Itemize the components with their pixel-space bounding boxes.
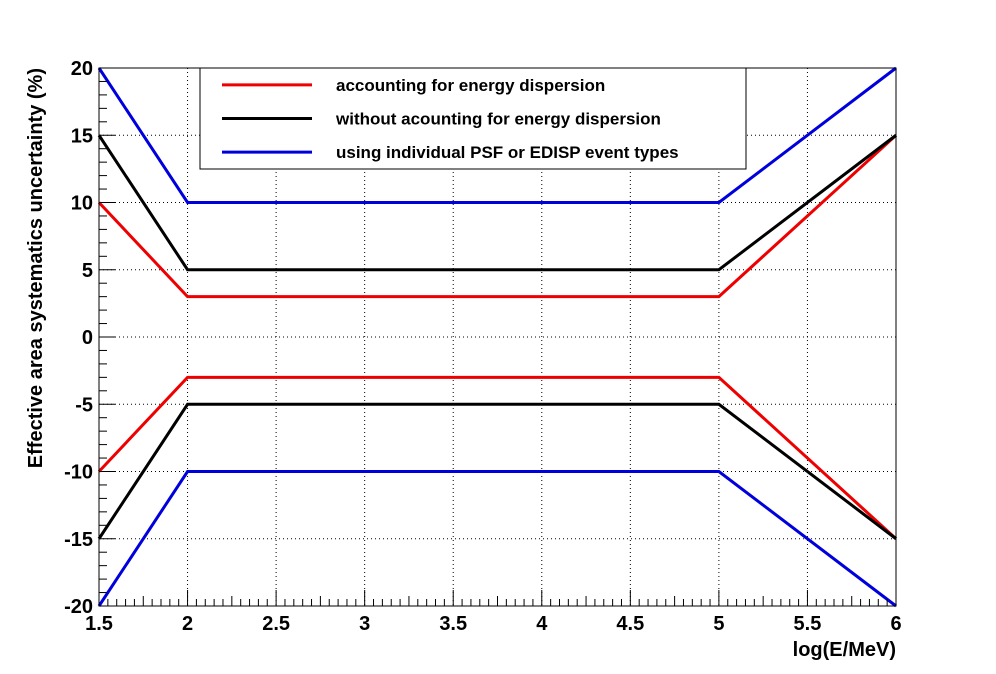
y-tick-label: 20 [71, 58, 93, 80]
x-tick-label: 5.5 [794, 613, 822, 635]
legend: accounting for energy dispersion without … [199, 67, 747, 170]
legend-label: without acounting for energy dispersion [335, 110, 661, 129]
y-tick-label: 5 [82, 260, 93, 282]
x-tick-label: 2.5 [262, 613, 290, 635]
series-line-upper [97, 66, 897, 204]
x-tick-label: 4.5 [616, 613, 644, 635]
series-line-upper [97, 134, 898, 299]
x-tick-label: 3.5 [439, 613, 467, 635]
x-axis-title: log(E/MeV) [793, 639, 896, 661]
y-tick-label: 0 [82, 327, 93, 349]
y-tick-labels: -20 -15 -10 -5 0 5 10 15 20 [64, 58, 93, 618]
x-tick-label: 4 [536, 613, 548, 635]
y-tick-label: -20 [64, 596, 93, 618]
axis-ticks [98, 67, 897, 607]
legend-label: accounting for energy dispersion [336, 76, 605, 95]
y-tick-label: -10 [64, 462, 93, 484]
legend-label: using individual PSF or EDISP event type… [336, 143, 679, 162]
y-axis-title: Effective area systematics uncertainty (… [25, 68, 47, 468]
x-tick-label: 2 [182, 613, 193, 635]
series-lines [97, 66, 898, 608]
x-tick-labels: 1.5 2 2.5 3 3.5 4 4.5 5 5.5 6 [85, 613, 901, 635]
x-tick-label: 1.5 [85, 613, 113, 635]
series-line-lower [97, 375, 898, 540]
series-line-lower [97, 402, 897, 540]
series-line-lower [97, 470, 897, 608]
series-line-upper [97, 134, 897, 272]
x-tick-label: 6 [890, 613, 901, 635]
x-tick-label: 5 [713, 613, 724, 635]
y-tick-label: -15 [64, 529, 93, 551]
y-tick-label: 10 [71, 193, 93, 215]
y-tick-label: -5 [75, 394, 93, 416]
x-tick-label: 3 [359, 613, 370, 635]
y-tick-label: 15 [71, 125, 93, 147]
